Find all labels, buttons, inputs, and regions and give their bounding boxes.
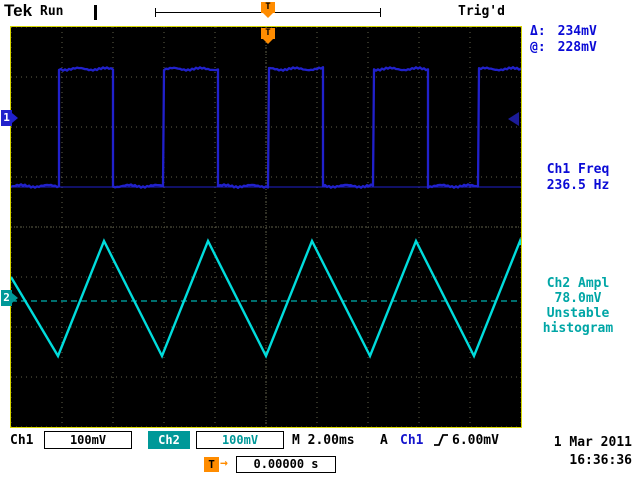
trigger-level-arrow-icon [508,112,519,126]
ch1-measurement: Ch1 Freq 236.5 Hz [522,162,634,194]
ch2-measurement-value: 78.0mV [554,291,602,306]
ch2-measurement-note: histogram [542,321,614,336]
ch2-ground-marker: 2 [1,290,18,306]
trigger-status: Trig'd [458,4,505,19]
time-readout: 16:36:36 [569,453,632,468]
timebase-readout: M 2.00ms [292,433,355,448]
trigger-position-flag-record: T [261,2,275,18]
ch1-label: Ch1 [10,433,34,448]
graticule [10,26,522,428]
trigger-position-flag-screen: T [261,28,275,44]
ch2-measurement-note: Unstable [546,306,610,321]
header-divider [94,5,97,20]
cursor-at-value: 228mV [557,40,597,55]
trigger-level-readout: 6.00mV [452,433,499,448]
cursor-at-label: @: [530,40,546,55]
trigger-source-label: Ch1 [400,433,424,448]
ch1-scale-readout: 100mV [44,431,132,449]
trigger-position-arrow-icon: → [220,456,228,471]
ch2-measurement: Ch2 Ampl 78.0mV Unstable histogram [522,276,634,336]
ch2-scale-readout: 100mV [196,431,284,449]
date-readout: 1 Mar 2011 [553,435,632,450]
tek-logo: Tek [4,1,33,20]
record-view-left-bracket [155,8,156,17]
ch1-measurement-value: 236.5 Hz [546,178,610,193]
ch2-label: Ch2 [148,431,190,449]
trigger-flag-icon: T [261,2,275,13]
ch1-measurement-label: Ch1 Freq [546,162,610,177]
record-view-right-bracket [380,8,381,17]
trigger-type-label: A [380,433,388,448]
trigger-position-readout: 0.00000 s [236,456,336,473]
cursor-delta-readout: Δ: 234mV [530,24,597,40]
trigger-flag-pointer-icon [263,39,273,44]
rising-edge-slope-icon [434,434,448,446]
ch1-ground-marker: 1 [1,110,18,126]
waveform-canvas [11,27,521,427]
cursor-at-readout: @: 228mV [530,40,597,56]
cursor-delta-value: 234mV [557,24,597,39]
trigger-flag-icon: T [261,28,275,39]
acquisition-status: Run [40,4,64,19]
trigger-flag-pointer-icon [263,13,273,18]
cursor-delta-label: Δ: [530,24,546,39]
ch2-measurement-label: Ch2 Ampl [546,276,610,291]
trigger-position-icon: T [204,457,219,472]
